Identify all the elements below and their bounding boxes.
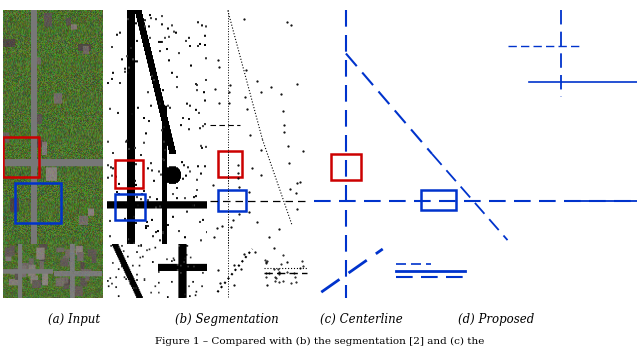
Text: (c) Centerline: (c) Centerline — [320, 313, 403, 326]
Bar — [115, 160, 143, 189]
Bar — [421, 190, 456, 210]
Text: (d) Proposed: (d) Proposed — [458, 313, 534, 326]
Bar — [218, 151, 242, 177]
Bar — [3, 137, 39, 177]
Bar — [15, 183, 61, 223]
Text: Figure 1 – Compared with (b) the segmentation [2] and (c) the: Figure 1 – Compared with (b) the segment… — [156, 337, 484, 346]
Text: (a) Input: (a) Input — [47, 313, 100, 326]
Bar — [115, 194, 145, 220]
Text: (b) Segmentation: (b) Segmentation — [175, 313, 279, 326]
Bar — [218, 190, 246, 212]
Bar — [331, 154, 361, 180]
